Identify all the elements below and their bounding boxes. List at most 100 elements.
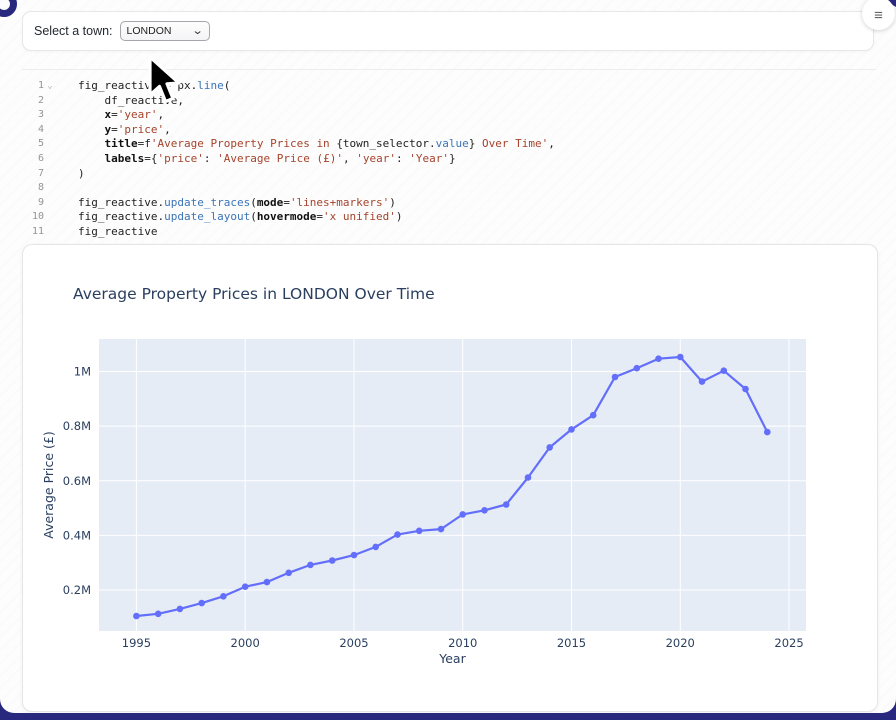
x-tick-label: 2015: [557, 636, 586, 650]
line-number: 4: [37, 123, 44, 135]
data-point-marker[interactable]: [633, 364, 641, 372]
code-line-text: title=f'Average Property Prices in {town…: [104, 137, 555, 151]
code-line-text: fig_reactive: [78, 224, 158, 238]
data-point-marker[interactable]: [611, 373, 619, 381]
town-select-label: Select a town:: [34, 24, 113, 38]
line-number: 8: [37, 182, 44, 194]
line-number: 3: [37, 109, 44, 121]
x-tick-label: 1995: [122, 636, 151, 650]
data-point-marker[interactable]: [764, 428, 771, 436]
data-point-marker[interactable]: [568, 426, 575, 433]
data-point-marker[interactable]: [655, 355, 662, 362]
data-point-marker[interactable]: [307, 561, 314, 569]
town-select-dropdown[interactable]: LONDON ⌄: [119, 21, 210, 41]
fold-spacer: [44, 210, 56, 225]
data-point-marker[interactable]: [742, 385, 749, 393]
fold-chevron-icon[interactable]: ⌄: [47, 81, 53, 91]
line-number: 5: [37, 138, 44, 150]
y-tick-label: 1M: [74, 365, 91, 379]
code-line-text: labels={'price': 'Average Price (£)', 'y…: [104, 151, 456, 165]
code-line[interactable]: 11 fig_reactive: [22, 225, 876, 240]
code-line[interactable]: 2 df_reactive,: [22, 94, 876, 109]
plot-area[interactable]: [99, 339, 806, 631]
code-line-text: y='price',: [104, 122, 171, 136]
chart-output-card: 0.2M 0.4M 0.6M 0.8M 1M 1995 2000 2005 2010 2015 20…: [22, 244, 878, 712]
data-point-marker[interactable]: [720, 367, 728, 374]
data-point-marker[interactable]: [263, 578, 271, 586]
bottom-accent-bar: [0, 713, 896, 720]
data-point-marker[interactable]: [459, 511, 467, 518]
code-line[interactable]: 10 fig_reactive.update_layout(hovermode='…: [22, 210, 876, 225]
y-axis-title: Average Price (£): [41, 431, 56, 538]
code-line[interactable]: 8: [22, 181, 876, 196]
code-line-text: ): [78, 166, 85, 180]
data-point-marker[interactable]: [350, 551, 358, 559]
code-line[interactable]: 7): [22, 167, 876, 182]
data-point-marker[interactable]: [220, 593, 227, 600]
code-line-text: df_reactive,: [78, 93, 184, 107]
data-point-marker[interactable]: [394, 531, 401, 538]
y-tick-label: 0.8M: [63, 419, 91, 433]
data-point-marker[interactable]: [437, 525, 445, 533]
code-editor[interactable]: 1 ⌄ fig_reactive = px.line(2 df_reactive, 3…: [22, 69, 876, 245]
code-line[interactable]: 3 x='year',: [22, 108, 876, 123]
code-line[interactable]: 1 ⌄ fig_reactive = px.line(: [22, 79, 876, 94]
menu-button[interactable]: ≡: [862, 0, 895, 30]
data-point-marker[interactable]: [524, 474, 532, 481]
data-point-marker[interactable]: [546, 444, 553, 451]
line-number: 2: [37, 94, 44, 106]
fold-spacer: [44, 123, 56, 138]
data-point-marker[interactable]: [372, 543, 380, 551]
corner-logo-arc: [0, 0, 17, 17]
town-select-value: LONDON: [126, 25, 172, 37]
price-line-series: [136, 355, 769, 618]
fold-spacer: [44, 225, 56, 240]
chart-title: Average Property Prices in LONDON Over T…: [73, 285, 435, 303]
widget-cell-card: Select a town: LONDON ⌄: [22, 11, 874, 51]
code-line-text: x='year',: [104, 108, 165, 122]
data-point-marker[interactable]: [415, 527, 423, 535]
data-point-marker[interactable]: [154, 610, 162, 618]
line-number: 11: [31, 225, 44, 237]
data-point-marker[interactable]: [241, 583, 249, 590]
data-point-marker[interactable]: [328, 557, 336, 564]
line-number: 10: [31, 211, 44, 223]
data-point-marker[interactable]: [481, 507, 488, 514]
x-tick-label: 2005: [339, 636, 368, 650]
code-line[interactable]: 4 y='price',: [22, 123, 876, 138]
code-line-text: [56, 181, 78, 196]
x-axis-title: Year: [438, 651, 466, 666]
data-point-marker[interactable]: [285, 569, 293, 577]
data-point-marker[interactable]: [698, 378, 706, 385]
code-line[interactable]: 9 fig_reactive.update_traces(mode='lines+…: [22, 196, 876, 211]
fold-spacer: [44, 152, 56, 167]
data-point-marker[interactable]: [502, 501, 510, 508]
fold-spacer: [44, 181, 56, 196]
line-number: 9: [37, 196, 44, 208]
code-line[interactable]: 5 title=f'Average Property Prices in {to…: [22, 137, 876, 152]
x-tick-label: 2025: [774, 636, 803, 650]
code-line-text: fig_reactive.update_traces(mode='lines+m…: [78, 195, 396, 209]
property-price-chart: 0.2M 0.4M 0.6M 0.8M 1M 1995 2000 2005 2010 2015 20…: [41, 285, 806, 666]
x-tick-label: 2020: [666, 636, 695, 650]
code-line-text: fig_reactive = px.line(: [78, 79, 231, 92]
data-point-marker[interactable]: [176, 605, 184, 613]
line-number: 7: [37, 167, 44, 179]
y-tick-label: 0.2M: [63, 583, 91, 597]
fold-spacer: [44, 108, 56, 123]
chevron-down-icon: ⌄: [191, 24, 204, 37]
data-point-marker[interactable]: [198, 599, 205, 607]
fold-spacer: [44, 167, 56, 182]
data-point-marker[interactable]: [677, 353, 684, 361]
data-point-marker[interactable]: [589, 411, 597, 419]
data-point-marker[interactable]: [133, 612, 140, 620]
line-number: 6: [37, 152, 44, 164]
line-number: 1: [37, 80, 44, 91]
code-line[interactable]: 6 labels={'price': 'Average Price (£)', …: [22, 152, 876, 167]
x-tick-label: 2000: [231, 636, 260, 650]
x-tick-label: 2010: [448, 636, 477, 650]
code-line-text: fig_reactive.update_layout(hovermode='x …: [78, 210, 403, 224]
y-tick-label: 0.6M: [63, 474, 91, 488]
